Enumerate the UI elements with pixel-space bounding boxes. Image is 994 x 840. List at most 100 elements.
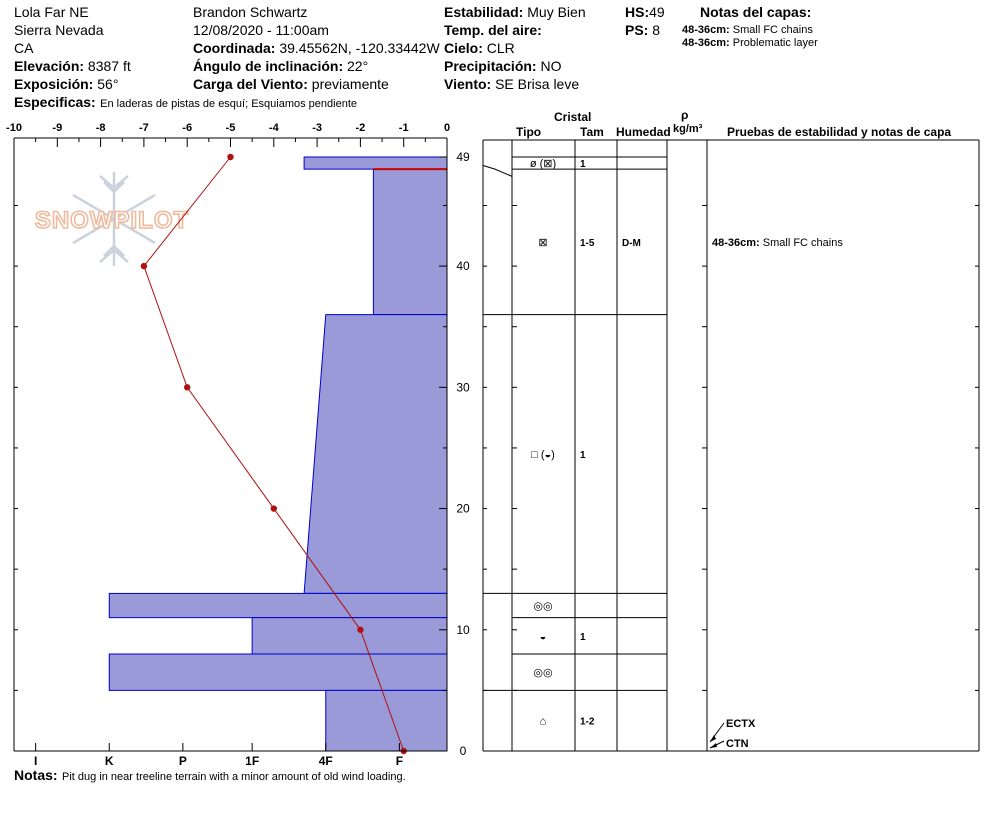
- grain-type: ◎◎: [533, 601, 552, 613]
- ps-row: PS: 8: [625, 23, 660, 37]
- crystal-header: Cristal: [554, 110, 592, 124]
- hardness-axis: I K P 1F 4F F: [34, 743, 403, 768]
- elevation-label: Elevación:: [14, 58, 85, 74]
- mountain-range: Sierra Nevada: [14, 22, 104, 38]
- air-temp-label: Temp. del aire:: [444, 22, 542, 38]
- wind-load-value: previamente: [311, 76, 389, 92]
- test-result: ECTX: [726, 718, 756, 730]
- location-name: Lola Far NE: [14, 4, 89, 20]
- temp-tick-label: -4: [269, 122, 280, 134]
- hardness-layer: [325, 689, 448, 752]
- precip-label: Precipitación:: [444, 58, 537, 74]
- temp-tick-label: -1: [399, 122, 409, 134]
- ps-label: PS:: [625, 22, 649, 38]
- slope-label: Ángulo de inclinación:: [193, 58, 344, 74]
- specifics-row: Especificas: En laderas de pistas de esq…: [14, 95, 357, 111]
- watermark: SNOWPILOT: [34, 172, 189, 266]
- grain-size: 1: [580, 159, 586, 170]
- coordinate-row: Coordinada: 39.45562N, -120.33442W: [193, 41, 440, 55]
- layer-note-depth: 48-36cm:: [682, 37, 730, 49]
- density-unit-header: kg/m³: [673, 123, 703, 135]
- hardness-tick-label: 1F: [245, 754, 259, 768]
- precip-value: NO: [540, 58, 562, 74]
- temp-tick-label: -2: [356, 122, 366, 134]
- hardness-tick-label: I: [34, 754, 37, 768]
- grain-size: 1: [580, 632, 586, 643]
- notes-row: Notas: Pit dug in near treeline terrain …: [14, 768, 406, 784]
- temp-tick-label: -6: [182, 122, 192, 134]
- aspect-label: Exposición:: [14, 76, 94, 92]
- rho-header: ρ: [681, 108, 689, 122]
- watermark-text: SNOWPILOT: [35, 207, 189, 234]
- hardness-layers: [108, 156, 448, 752]
- temperature-profile-line: [143, 156, 405, 752]
- wind-load-row: Carga del Viento: previamente: [193, 77, 389, 91]
- hardness-tick-label: F: [396, 754, 403, 768]
- temperature-point: [357, 626, 364, 633]
- hardness-layer: [251, 617, 448, 655]
- aspect-row: Exposición: 56°: [14, 77, 118, 91]
- precip-row: Precipitación: NO: [444, 59, 561, 73]
- air-temp-row: Temp. del aire:: [444, 23, 542, 37]
- moisture-header: Humedad: [616, 125, 671, 139]
- hardness-tick-label: 4F: [319, 754, 333, 768]
- aspect-value: 56°: [97, 76, 119, 92]
- hardness-layer: [108, 592, 448, 619]
- layer-note-item: 48-36cm: Problematic layer: [682, 38, 818, 49]
- size-header: Tam: [580, 125, 604, 139]
- temperature-point: [270, 505, 277, 512]
- test-result: CTN: [726, 738, 749, 750]
- grain-type: ø (⊠): [530, 158, 556, 170]
- layer-note-depth: 48-36cm:: [682, 24, 730, 36]
- temp-tick-label: -5: [226, 122, 236, 134]
- slope-row: Ángulo de inclinación: 22°: [193, 59, 368, 73]
- layer-note-item: 48-36cm: Small FC chains: [682, 25, 813, 36]
- layer-comment-depth: 48-36cm:: [712, 237, 760, 249]
- slope-value: 22°: [347, 58, 369, 74]
- coordinate-label: Coordinada:: [193, 40, 276, 56]
- temp-tick-label: -7: [139, 122, 149, 134]
- temperature-axis: -10 -9 -8 -7 -6 -5 -4 -3 -2 -1 0: [6, 122, 450, 147]
- observer: Brandon Schwartz: [193, 4, 308, 20]
- moisture-value: D-M: [622, 238, 641, 249]
- temperature-point: [227, 153, 234, 161]
- temperature-point: [184, 384, 191, 391]
- layer-comment: 48-36cm: Small FC chains: [712, 237, 843, 249]
- wind-value: SE Brisa leve: [495, 76, 580, 92]
- layer-note-text: Small FC chains: [732, 24, 813, 36]
- hardness-layer: [303, 156, 448, 170]
- temperature-profile: [140, 153, 407, 755]
- layer-note-text: Problematic layer: [732, 37, 818, 49]
- snowflake-icon: [72, 172, 156, 266]
- temp-tick-label: 0: [444, 122, 450, 134]
- stability-value: Muy Bien: [527, 4, 586, 20]
- temperature-point: [140, 262, 148, 270]
- temp-tick-label: -3: [312, 122, 322, 134]
- hardness-tick-label: P: [179, 754, 187, 768]
- sky-value: CLR: [486, 40, 515, 56]
- elevation-row: Elevación: 8387 ft: [14, 59, 131, 73]
- test-arrowhead: [710, 743, 717, 748]
- grain-type: ⌂: [540, 716, 547, 728]
- test-arrowhead: [710, 735, 716, 742]
- layer-table: ø (⊠) 1 ⊠ 1-5 D-M □ (◒) 1 ◎◎ ◒ 1 ◎◎ ⌂ 1-2 48-36cm: Sm…: [482, 139, 980, 752]
- datetime: 12/08/2020 - 11:00am: [193, 22, 329, 38]
- height-tick-label: 30: [456, 380, 470, 394]
- type-header: Tipo: [516, 125, 542, 139]
- grain-type: □ (◒): [531, 449, 555, 461]
- grain-size: 1-5: [580, 238, 595, 249]
- grain-type: ◎◎: [533, 667, 552, 679]
- wind-row: Viento: SE Brisa leve: [444, 77, 579, 91]
- hardness-layer: [372, 168, 448, 316]
- hardness-layer: [303, 314, 448, 594]
- elevation-value: 8387 ft: [87, 58, 131, 74]
- height-tick-label: 20: [456, 502, 470, 516]
- specifics-label: Especificas:: [14, 94, 96, 110]
- height-tick-label: 0: [460, 744, 467, 758]
- sky-row: Cielo: CLR: [444, 41, 515, 55]
- plot-frame: [13, 137, 448, 752]
- layer-comment-text: Small FC chains: [760, 237, 844, 249]
- wind-label: Viento:: [444, 76, 492, 92]
- temp-tick-label: -9: [52, 122, 62, 134]
